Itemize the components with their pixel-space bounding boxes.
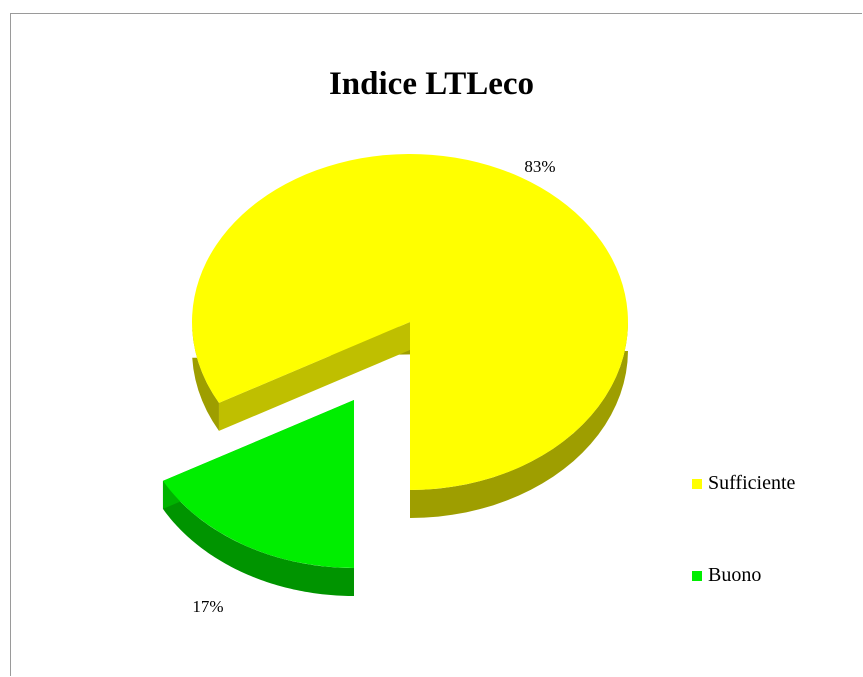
- legend-swatch-buono: [692, 570, 702, 581]
- slice-buono: [162, 400, 354, 568]
- legend-item-buono: Buono: [692, 564, 761, 587]
- data-label-buono: 17%: [192, 597, 223, 616]
- legend-swatch-sufficiente: [692, 478, 702, 489]
- slice-side-buono: [162, 480, 354, 596]
- legend-label-buono: Buono: [708, 564, 762, 586]
- data-label-sufficiente: 83%: [524, 157, 555, 176]
- chart-frame: [10, 13, 862, 676]
- slice-sufficiente: [192, 154, 628, 491]
- slice-side-sufficiente: [192, 323, 628, 518]
- chart-title: Indice LTLeco: [328, 66, 535, 102]
- slice-wall-sufficiente-0: [218, 322, 410, 431]
- legend-item-sufficiente: Sufficiente: [692, 472, 795, 495]
- legend-label-sufficiente: Sufficiente: [708, 472, 796, 494]
